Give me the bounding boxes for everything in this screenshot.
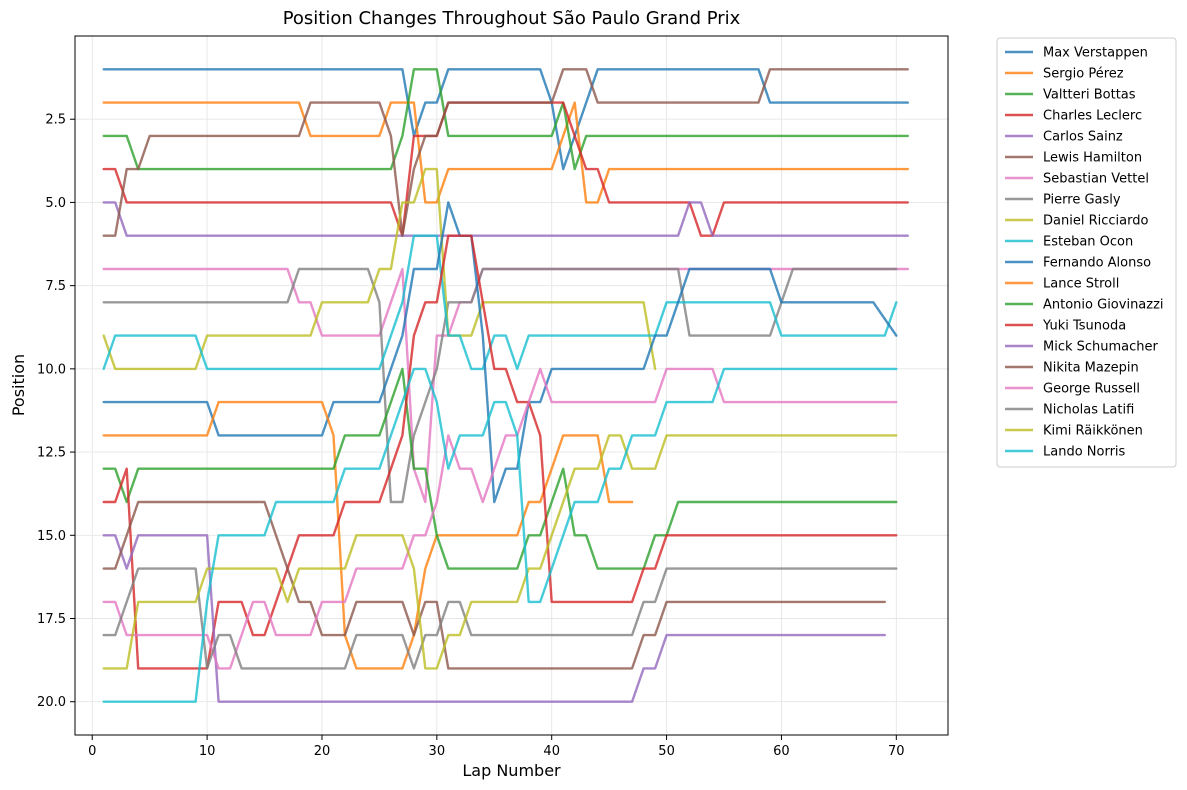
series-line	[102, 68, 909, 171]
y-tick-label: 5.0	[45, 196, 66, 211]
y-tick-label: 7.5	[45, 279, 66, 294]
series-line	[102, 234, 898, 371]
legend-label: Sergio Pérez	[1043, 67, 1124, 82]
legend-label: Lance Stroll	[1043, 277, 1119, 292]
series-line	[102, 68, 909, 237]
legend-label: Pierre Gasly	[1043, 193, 1121, 208]
y-tick-label: 20.0	[37, 695, 66, 710]
series-line	[102, 167, 657, 371]
x-tick-label: 0	[88, 744, 96, 759]
series-line	[102, 201, 898, 504]
series-line	[102, 534, 886, 703]
y-tick-label: 10.0	[37, 362, 66, 377]
legend-label: George Russell	[1043, 382, 1140, 397]
legend-label: Lewis Hamilton	[1043, 151, 1142, 166]
y-tick-label: 15.0	[37, 529, 66, 544]
legend-label: Nikita Mazepin	[1043, 361, 1139, 376]
legend-label: Fernando Alonso	[1043, 256, 1151, 271]
legend-label: Mick Schumacher	[1043, 340, 1159, 355]
y-axis-label: Position	[9, 354, 28, 416]
chart-title: Position Changes Throughout São Paulo Gr…	[283, 8, 741, 29]
series-line	[102, 68, 909, 171]
legend-label: Max Verstappen	[1043, 46, 1148, 61]
x-tick-label: 20	[314, 744, 331, 759]
legend-label: Sebastian Vettel	[1043, 172, 1149, 187]
x-tick-label: 40	[543, 744, 560, 759]
x-axis-label: Lap Number	[462, 761, 561, 780]
y-tick-label: 12.5	[37, 446, 66, 461]
x-tick-label: 10	[199, 744, 216, 759]
legend-label: Charles Leclerc	[1043, 109, 1142, 124]
y-axis-ticks: 2.5 5.0 7.5 10.0 12.5 15.0 17.5 20.0	[37, 113, 75, 710]
series-line	[102, 434, 898, 670]
series-line	[102, 367, 898, 703]
series-line	[102, 500, 886, 670]
x-axis-ticks: 0 10 20 30 40 50 60 70	[88, 735, 905, 759]
y-tick-label: 17.5	[37, 612, 66, 627]
legend-frame	[996, 37, 1177, 468]
series-line	[102, 367, 898, 570]
x-tick-label: 50	[658, 744, 675, 759]
plot-frame	[74, 35, 949, 736]
series-line	[102, 101, 909, 204]
y-tick-label: 2.5	[45, 113, 66, 128]
legend: Max Verstappen Sergio Pérez Valtteri Botta…	[996, 37, 1177, 468]
legend-label: Kimi Räikkönen	[1043, 424, 1143, 439]
series-line	[102, 201, 909, 237]
series-lines	[102, 68, 909, 703]
x-tick-label: 70	[888, 744, 905, 759]
series-line	[102, 267, 898, 504]
legend-label: Carlos Sainz	[1043, 130, 1123, 145]
series-line	[102, 567, 898, 670]
legend-label: Antonio Giovinazzi	[1043, 298, 1164, 313]
series-line	[102, 267, 909, 504]
series-line	[102, 234, 898, 670]
legend-label: Nicholas Latifi	[1043, 403, 1134, 418]
series-line	[102, 367, 898, 670]
legend-label: Valtteri Bottas	[1043, 88, 1136, 103]
x-tick-label: 30	[429, 744, 446, 759]
legend-label: Yuki Tsunoda	[1042, 319, 1126, 334]
legend-label: Daniel Ricciardo	[1043, 214, 1148, 229]
legend-label: Esteban Ocon	[1043, 235, 1133, 250]
series-line	[102, 400, 634, 670]
x-tick-label: 60	[773, 744, 790, 759]
legend-label: Lando Norris	[1043, 445, 1126, 460]
